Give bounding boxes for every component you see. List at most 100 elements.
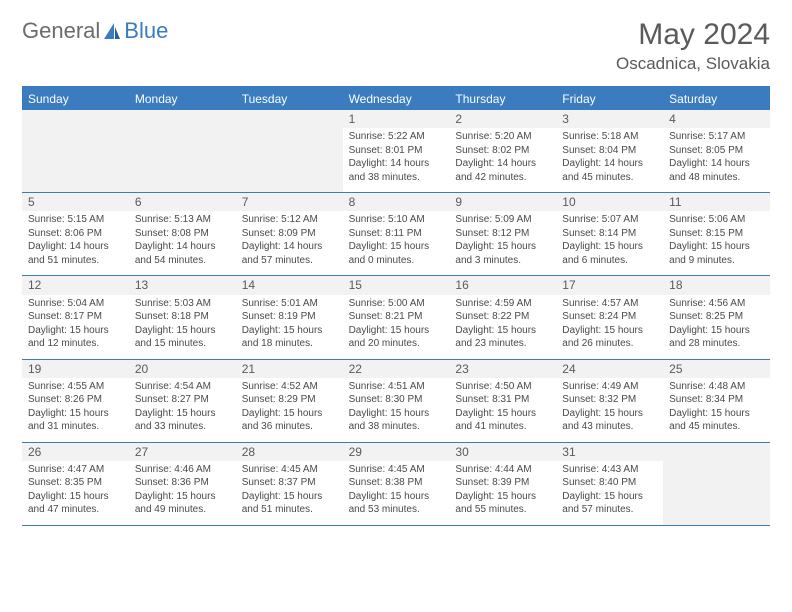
day-cell: 22Sunrise: 4:51 AMSunset: 8:30 PMDayligh… xyxy=(343,360,450,442)
sunrise-line: Sunrise: 5:13 AM xyxy=(135,213,230,227)
daylight-line-1: Daylight: 14 hours xyxy=(349,157,444,171)
sunset-line: Sunset: 8:30 PM xyxy=(349,393,444,407)
sunset-line: Sunset: 8:14 PM xyxy=(562,227,657,241)
day-cell: 28Sunrise: 4:45 AMSunset: 8:37 PMDayligh… xyxy=(236,443,343,525)
day-number: 3 xyxy=(556,110,663,128)
day-number: 8 xyxy=(343,193,450,211)
sunrise-line: Sunrise: 5:09 AM xyxy=(455,213,550,227)
sunset-line: Sunset: 8:01 PM xyxy=(349,144,444,158)
day-number: 7 xyxy=(236,193,343,211)
sunset-line: Sunset: 8:34 PM xyxy=(669,393,764,407)
day-cell: 20Sunrise: 4:54 AMSunset: 8:27 PMDayligh… xyxy=(129,360,236,442)
logo-text-general: General xyxy=(22,18,100,44)
daylight-line-1: Daylight: 15 hours xyxy=(562,407,657,421)
daylight-line-1: Daylight: 14 hours xyxy=(455,157,550,171)
daylight-line-2: and 26 minutes. xyxy=(562,337,657,351)
sunset-line: Sunset: 8:31 PM xyxy=(455,393,550,407)
weekday-header: Thursday xyxy=(449,88,556,110)
sunset-line: Sunset: 8:29 PM xyxy=(242,393,337,407)
sunset-line: Sunset: 8:08 PM xyxy=(135,227,230,241)
day-cell: 5Sunrise: 5:15 AMSunset: 8:06 PMDaylight… xyxy=(22,193,129,275)
week-row: 26Sunrise: 4:47 AMSunset: 8:35 PMDayligh… xyxy=(22,443,770,526)
day-number: 2 xyxy=(449,110,556,128)
sunset-line: Sunset: 8:11 PM xyxy=(349,227,444,241)
daylight-line-1: Daylight: 15 hours xyxy=(28,324,123,338)
day-number: 25 xyxy=(663,360,770,378)
day-cell xyxy=(129,110,236,192)
daylight-line-1: Daylight: 14 hours xyxy=(242,240,337,254)
day-number: 9 xyxy=(449,193,556,211)
day-cell: 6 Sunrise: 5:13 AMSunset: 8:08 PMDaylight… xyxy=(129,193,236,275)
day-cell: 30Sunrise: 4:44 AMSunset: 8:39 PMDayligh… xyxy=(449,443,556,525)
daylight-line-2: and 23 minutes. xyxy=(455,337,550,351)
sunset-line: Sunset: 8:27 PM xyxy=(135,393,230,407)
sunrise-line: Sunrise: 5:00 AM xyxy=(349,297,444,311)
day-number: 20 xyxy=(129,360,236,378)
daylight-line-1: Daylight: 14 hours xyxy=(135,240,230,254)
day-cell: 12Sunrise: 5:04 AMSunset: 8:17 PMDayligh… xyxy=(22,276,129,358)
daylight-line-2: and 57 minutes. xyxy=(242,254,337,268)
sunrise-line: Sunrise: 4:47 AM xyxy=(28,463,123,477)
week-row: 12Sunrise: 5:04 AMSunset: 8:17 PMDayligh… xyxy=(22,276,770,359)
daylight-line-2: and 38 minutes. xyxy=(349,171,444,185)
sunset-line: Sunset: 8:17 PM xyxy=(28,310,123,324)
day-number: 31 xyxy=(556,443,663,461)
sunrise-line: Sunrise: 4:49 AM xyxy=(562,380,657,394)
day-number: 12 xyxy=(22,276,129,294)
sunset-line: Sunset: 8:40 PM xyxy=(562,476,657,490)
day-cell: 26Sunrise: 4:47 AMSunset: 8:35 PMDayligh… xyxy=(22,443,129,525)
day-number: 14 xyxy=(236,276,343,294)
sunrise-line: Sunrise: 5:18 AM xyxy=(562,130,657,144)
day-number: 27 xyxy=(129,443,236,461)
sunrise-line: Sunrise: 5:10 AM xyxy=(349,213,444,227)
daylight-line-2: and 57 minutes. xyxy=(562,503,657,517)
daylight-line-1: Daylight: 14 hours xyxy=(562,157,657,171)
sunset-line: Sunset: 8:22 PM xyxy=(455,310,550,324)
sunset-line: Sunset: 8:38 PM xyxy=(349,476,444,490)
day-cell: 1Sunrise: 5:22 AMSunset: 8:01 PMDaylight… xyxy=(343,110,450,192)
day-cell: 29Sunrise: 4:45 AMSunset: 8:38 PMDayligh… xyxy=(343,443,450,525)
day-number: 13 xyxy=(129,276,236,294)
daylight-line-2: and 42 minutes. xyxy=(455,171,550,185)
sunrise-line: Sunrise: 5:07 AM xyxy=(562,213,657,227)
day-cell xyxy=(236,110,343,192)
day-cell: 13Sunrise: 5:03 AMSunset: 8:18 PMDayligh… xyxy=(129,276,236,358)
daylight-line-1: Daylight: 15 hours xyxy=(242,490,337,504)
day-cell: 7Sunrise: 5:12 AMSunset: 8:09 PMDaylight… xyxy=(236,193,343,275)
day-cell: 17Sunrise: 4:57 AMSunset: 8:24 PMDayligh… xyxy=(556,276,663,358)
daylight-line-1: Daylight: 15 hours xyxy=(349,324,444,338)
daylight-line-2: and 45 minutes. xyxy=(669,420,764,434)
day-number: 6 xyxy=(129,193,236,211)
weekday-header: Saturday xyxy=(663,88,770,110)
daylight-line-2: and 55 minutes. xyxy=(455,503,550,517)
day-cell: 31Sunrise: 4:43 AMSunset: 8:40 PMDayligh… xyxy=(556,443,663,525)
sunrise-line: Sunrise: 4:52 AM xyxy=(242,380,337,394)
sunrise-line: Sunrise: 5:15 AM xyxy=(28,213,123,227)
daylight-line-2: and 38 minutes. xyxy=(349,420,444,434)
weekday-header-row: SundayMondayTuesdayWednesdayThursdayFrid… xyxy=(22,88,770,110)
sunset-line: Sunset: 8:12 PM xyxy=(455,227,550,241)
sunset-line: Sunset: 8:15 PM xyxy=(669,227,764,241)
daylight-line-1: Daylight: 15 hours xyxy=(28,407,123,421)
calendar: SundayMondayTuesdayWednesdayThursdayFrid… xyxy=(22,86,770,526)
month-title: May 2024 xyxy=(616,18,770,52)
sunset-line: Sunset: 8:09 PM xyxy=(242,227,337,241)
day-number: 18 xyxy=(663,276,770,294)
day-number: 17 xyxy=(556,276,663,294)
sunrise-line: Sunrise: 5:01 AM xyxy=(242,297,337,311)
sunset-line: Sunset: 8:36 PM xyxy=(135,476,230,490)
sunrise-line: Sunrise: 4:44 AM xyxy=(455,463,550,477)
daylight-line-1: Daylight: 15 hours xyxy=(562,324,657,338)
sunset-line: Sunset: 8:26 PM xyxy=(28,393,123,407)
day-cell: 27Sunrise: 4:46 AMSunset: 8:36 PMDayligh… xyxy=(129,443,236,525)
day-cell: 14Sunrise: 5:01 AMSunset: 8:19 PMDayligh… xyxy=(236,276,343,358)
daylight-line-2: and 41 minutes. xyxy=(455,420,550,434)
daylight-line-1: Daylight: 15 hours xyxy=(562,490,657,504)
daylight-line-2: and 3 minutes. xyxy=(455,254,550,268)
sunset-line: Sunset: 8:18 PM xyxy=(135,310,230,324)
daylight-line-1: Daylight: 14 hours xyxy=(28,240,123,254)
daylight-line-1: Daylight: 15 hours xyxy=(135,407,230,421)
daylight-line-2: and 28 minutes. xyxy=(669,337,764,351)
sunrise-line: Sunrise: 5:06 AM xyxy=(669,213,764,227)
weekday-header: Sunday xyxy=(22,88,129,110)
